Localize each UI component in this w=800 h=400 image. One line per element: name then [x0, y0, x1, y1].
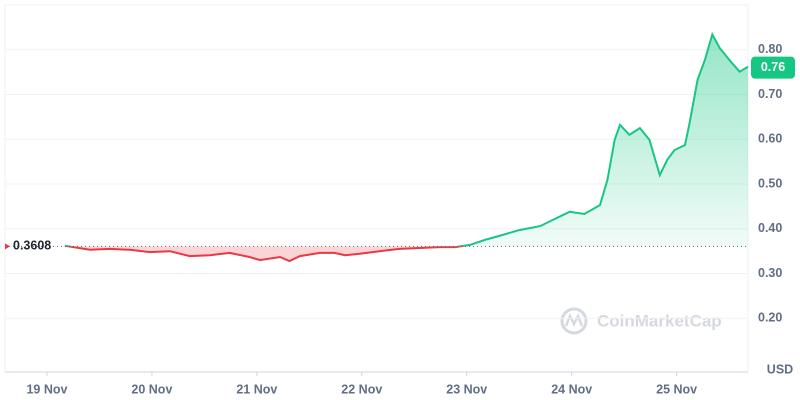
line-down	[64, 246, 468, 263]
x-tick-label: 25 Nov	[656, 382, 697, 396]
x-tick-label: 22 Nov	[341, 382, 382, 396]
current-price-label: 0.76	[761, 60, 785, 74]
x-tick-label: 21 Nov	[236, 382, 277, 396]
watermark-text: CoinMarketCap	[597, 311, 722, 330]
y-tick-label: 0.80	[758, 42, 782, 56]
baseline-label: 0.3608	[13, 239, 51, 253]
y-tick-label: 0.70	[758, 87, 782, 101]
y-axis-label: USD	[767, 362, 793, 376]
area-down	[64, 246, 748, 261]
y-tick-label: 0.60	[758, 132, 782, 146]
x-tick-label: 20 Nov	[131, 382, 172, 396]
area-up	[64, 34, 748, 247]
y-tick-label: 0.20	[758, 311, 782, 325]
current-price-badge	[751, 56, 795, 79]
x-tick-label: 19 Nov	[26, 382, 67, 396]
baseline-marker	[5, 243, 10, 250]
y-tick-label: 0.50	[758, 176, 782, 190]
x-tick-label: 24 Nov	[551, 382, 592, 396]
watermark: CoinMarketCap	[560, 307, 722, 335]
y-tick-label: 0.40	[758, 221, 782, 235]
y-tick-label: 0.30	[758, 266, 782, 280]
x-tick-label: 23 Nov	[446, 382, 487, 396]
line-up	[64, 31, 749, 247]
